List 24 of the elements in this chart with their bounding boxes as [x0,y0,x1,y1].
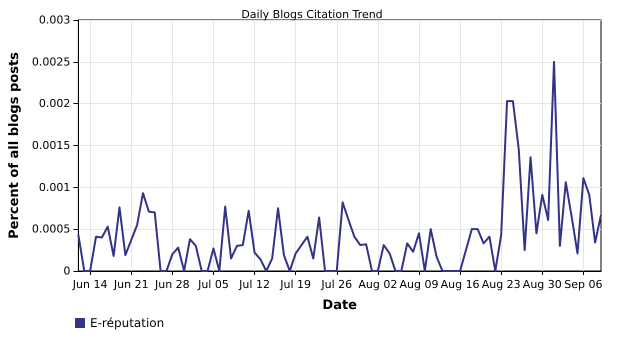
x-tick-label: Aug 02 [358,278,398,291]
x-tick-label: Jun 14 [72,278,108,291]
x-tick-label: Aug 23 [482,278,521,291]
x-tick-label: Jun 28 [154,278,190,291]
x-tick-label: Aug 30 [522,278,562,291]
y-tick-label: 0.001 [38,180,70,194]
x-tick-label: Jul 12 [238,278,270,291]
legend-label: E-réputation [90,316,164,330]
y-tick-label: 0.0015 [32,139,70,152]
y-tick-label: 0 [63,264,70,278]
y-tick-label: 0.0005 [32,222,70,236]
x-tick-label: Aug 16 [440,278,480,291]
x-axis-title: Date [322,298,358,313]
x-tick-label: Aug 09 [399,278,438,291]
x-tick-label: Sep 06 [564,278,602,291]
x-tick-label: Jul 26 [320,278,352,291]
x-tick-label: Jun 21 [112,278,149,291]
y-tick-label: 0.002 [38,97,70,110]
y-axis-title: Percent of all blogs posts [7,52,22,239]
x-tick-label: Jul 19 [279,278,312,291]
y-tick-label: 0.003 [38,14,70,26]
chart-title: Daily Blogs Citation Trend [241,8,383,21]
x-tick-label: Jul 05 [197,278,229,291]
y-tick-label: 0.0025 [32,55,70,68]
